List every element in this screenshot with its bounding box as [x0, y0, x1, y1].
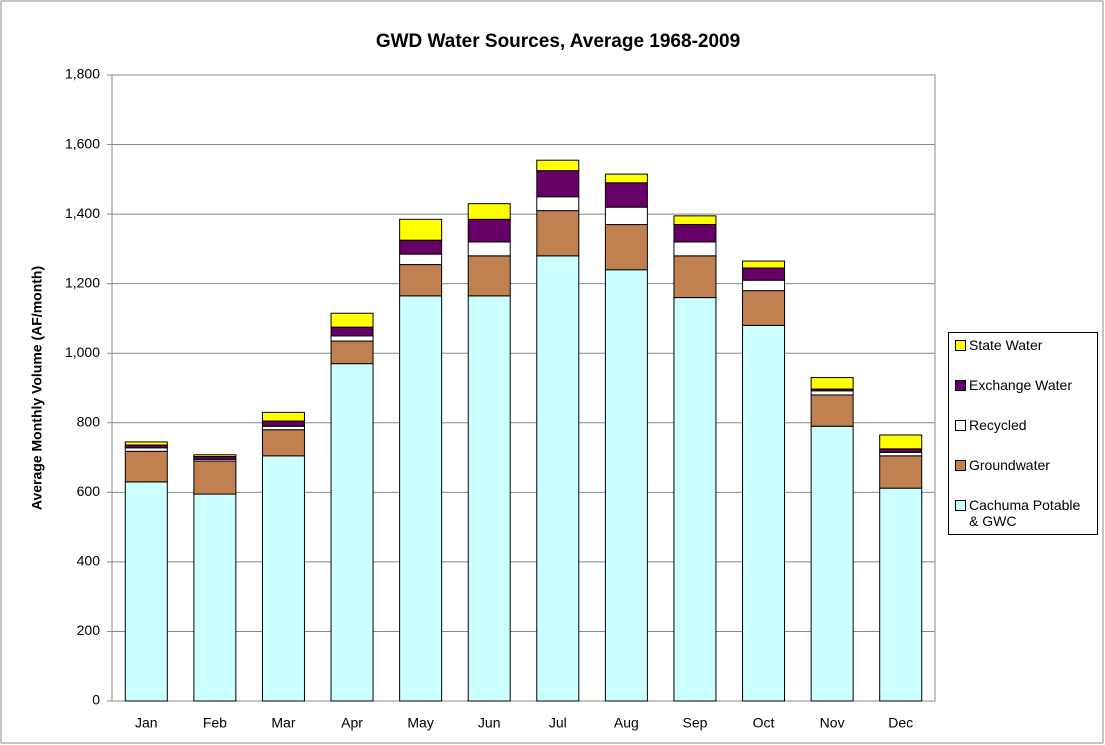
x-tick-label: Aug — [614, 715, 639, 731]
bar-segment — [261, 420, 305, 427]
chart-title: GWD Water Sources, Average 1968-2009 — [376, 31, 740, 52]
legend-swatch — [955, 420, 966, 431]
legend-item: Groundwater — [955, 457, 1091, 497]
y-tick-label: 1,600 — [65, 135, 100, 151]
legend-swatch — [955, 340, 966, 351]
y-tick-label: 1,000 — [65, 344, 100, 360]
y-tick-label: 1,200 — [65, 274, 100, 290]
bar-segment — [810, 394, 854, 427]
legend-item: Cachuma Potable & GWC — [955, 497, 1091, 537]
bar-segment — [879, 434, 923, 450]
bar-segment — [604, 206, 648, 226]
bar-segment — [467, 241, 511, 257]
bar-segment — [330, 326, 374, 337]
bar-segment — [604, 224, 648, 271]
bar-segment — [261, 455, 305, 702]
x-tick-label: Sep — [682, 715, 707, 731]
bar-segment — [673, 297, 717, 702]
x-tick-label: Jan — [135, 715, 158, 731]
legend-item: State Water — [955, 337, 1091, 377]
bar-segment — [467, 203, 511, 220]
bar-segment — [467, 218, 511, 243]
bar-segment — [742, 324, 786, 702]
legend-swatch — [955, 460, 966, 471]
y-tick-label: 1,800 — [65, 66, 100, 82]
x-tick-label: Feb — [203, 715, 227, 731]
x-tick-label: Jun — [478, 715, 501, 731]
x-tick-label: May — [407, 715, 433, 731]
legend-item: Exchange Water — [955, 377, 1091, 417]
bar-segment — [261, 425, 305, 431]
bar-segment — [124, 481, 168, 702]
x-tick-label: Apr — [341, 715, 363, 731]
bar-segment — [673, 255, 717, 299]
legend: State Water Exchange Water Recycled Groundw… — [948, 332, 1098, 535]
bar-segment — [467, 295, 511, 702]
y-tick-label: 0 — [92, 692, 100, 708]
plot-area — [111, 74, 936, 702]
bar-segment — [742, 290, 786, 326]
x-tick-label: Oct — [753, 715, 775, 731]
bar-segment — [742, 260, 786, 269]
bar-segment — [742, 267, 786, 281]
bar-segment — [810, 425, 854, 702]
bar-segment — [399, 239, 443, 255]
legend-swatch — [955, 380, 966, 391]
bar-segment — [399, 295, 443, 702]
bar-segment — [330, 312, 374, 328]
bar-segment — [261, 429, 305, 457]
bar-segment — [742, 279, 786, 292]
bar-segment — [879, 451, 923, 457]
bar-segment — [330, 363, 374, 702]
y-tick-label: 800 — [77, 413, 101, 429]
bar-segment — [467, 255, 511, 297]
bar-segment — [124, 450, 168, 483]
bar-segment — [604, 173, 648, 184]
bar-segment — [124, 441, 168, 446]
bar-segment — [879, 455, 923, 489]
bar-segment — [604, 182, 648, 208]
bar-segment — [193, 493, 237, 702]
legend-label: Exchange Water — [969, 377, 1072, 393]
bar-segment — [879, 487, 923, 702]
bar-segment — [673, 215, 717, 226]
bar-segment — [330, 340, 374, 365]
bar-segment — [536, 196, 580, 212]
x-tick-label: Nov — [820, 715, 845, 731]
bar-segment — [193, 460, 237, 495]
bar-segment — [193, 454, 237, 458]
x-tick-label: Jul — [549, 715, 567, 731]
y-tick-label: 400 — [77, 553, 101, 569]
bar-segment — [124, 447, 168, 452]
bar-segment — [536, 159, 580, 172]
bar-segment — [399, 218, 443, 241]
bar-segment — [536, 170, 580, 198]
bar-segment — [536, 255, 580, 702]
bar-segment — [879, 448, 923, 453]
bar-segment — [810, 390, 854, 396]
bar-segment — [810, 377, 854, 390]
bar-segment — [399, 264, 443, 297]
bar-segment — [536, 210, 580, 257]
y-tick-label: 1,400 — [65, 205, 100, 221]
bar-segment — [673, 224, 717, 243]
legend-label: Cachuma Potable & GWC — [969, 497, 1081, 529]
legend-swatch — [955, 500, 966, 511]
legend-item: Recycled — [955, 417, 1091, 457]
y-axis-label: Average Monthly Volume (AF/month) — [29, 266, 45, 510]
y-tick-label: 600 — [77, 483, 101, 499]
bar-segment — [673, 241, 717, 257]
bar-segment — [604, 269, 648, 702]
legend-label: Recycled — [969, 417, 1027, 433]
x-tick-label: Dec — [888, 715, 913, 731]
x-tick-label: Mar — [271, 715, 295, 731]
y-tick-label: 200 — [77, 622, 101, 638]
bar-segment — [330, 335, 374, 342]
legend-label: State Water — [969, 337, 1043, 353]
bar-segment — [261, 411, 305, 422]
legend-label: Groundwater — [969, 457, 1050, 473]
bar-segment — [399, 253, 443, 266]
